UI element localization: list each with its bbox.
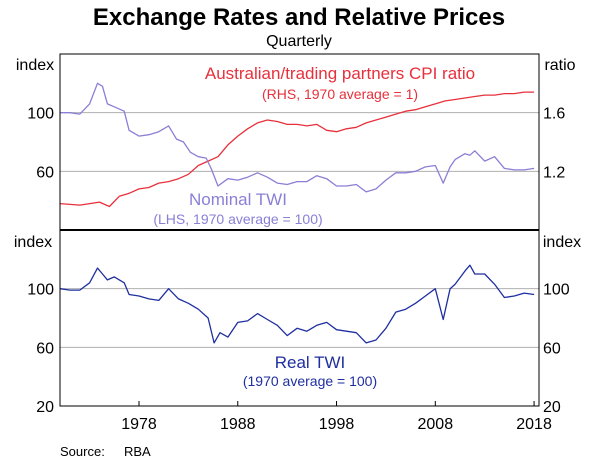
left-tick-label: 60 [36, 340, 54, 357]
top-right-axis-label: ratio [544, 57, 575, 74]
x-tick-label: 2008 [418, 416, 454, 433]
rtwi-series-label: Real TWI [275, 353, 346, 372]
right-tick-label: 60 [543, 340, 561, 357]
tick-labels: 60 100 1.2 1.6 20 60 100 20 60 100 1978 1988 1998 200… [27, 106, 570, 433]
x-tick-label: 1978 [121, 416, 157, 433]
x-tick-label: 1988 [220, 416, 256, 433]
right-tick-label: 100 [543, 282, 570, 299]
series-line-real-twi [59, 264, 535, 344]
x-tick-label: 2018 [516, 416, 552, 433]
x-tick-label: 1998 [319, 416, 355, 433]
left-tick-label: 60 [36, 164, 54, 181]
cpi-series-note: (RHS, 1970 average = 1) [262, 86, 418, 102]
cpi-series-label: Australian/trading partners CPI ratio [205, 64, 475, 83]
ntwi-series-note: (LHS, 1970 average = 100) [153, 211, 322, 227]
chart-title: Exchange Rates and Relative Prices [93, 4, 505, 31]
bottom-left-axis-label: index [14, 234, 52, 251]
top-left-axis-label: index [16, 57, 54, 74]
source-value: RBA [124, 444, 151, 459]
source-label: Source: [60, 444, 105, 459]
ntwi-series-label: Nominal TWI [189, 190, 287, 209]
right-tick-label: 1.6 [543, 106, 565, 123]
series-lines [59, 82, 535, 344]
left-tick-label: 100 [27, 106, 54, 123]
right-tick-label: 20 [543, 399, 561, 416]
chart-subtitle: Quarterly [266, 33, 332, 50]
gridlines [60, 112, 539, 348]
rtwi-series-note: (1970 average = 100) [243, 373, 377, 389]
series-line-australian-trading-partners-cpi-ratio [59, 91, 535, 208]
left-tick-label: 100 [27, 282, 54, 299]
right-tick-label: 1.2 [543, 164, 565, 181]
left-tick-label: 20 [36, 399, 54, 416]
bottom-right-axis-label: index [543, 234, 581, 251]
series-line-nominal-twi [60, 82, 535, 193]
